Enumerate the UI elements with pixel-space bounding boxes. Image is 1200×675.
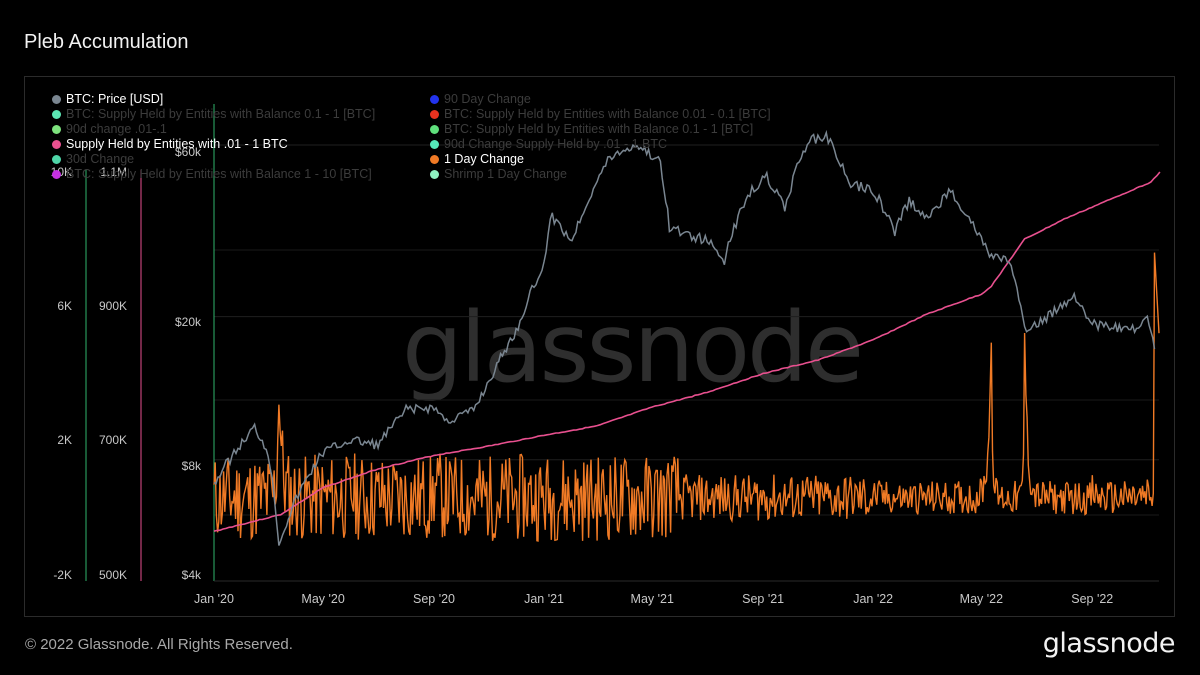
copyright-footer: © 2022 Glassnode. All Rights Reserved.: [25, 636, 293, 653]
supply-tick-label: 700K: [99, 433, 127, 447]
price-tick-label: $4k: [182, 568, 202, 582]
x-tick-label: May '20: [301, 592, 344, 606]
chart-legend: BTC: Price [USD] BTC: Supply Held by Enti…: [52, 92, 812, 184]
legend-swatch: [430, 109, 439, 119]
legend-swatch: [52, 124, 61, 134]
legend-label: 90d Change Supply Held by .01 - 1 BTC: [444, 137, 668, 151]
legend-swatch: [430, 139, 439, 149]
legend-label: BTC: Price [USD]: [66, 92, 164, 106]
x-tick-label: Sep '22: [1071, 592, 1113, 606]
x-tick-label: Jan '21: [524, 592, 564, 606]
legend-label: 1 Day Change: [444, 152, 524, 166]
legend-item[interactable]: BTC: Price [USD]: [52, 92, 163, 106]
price-tick-label: $8k: [182, 459, 202, 473]
change-tick-label: -2K: [53, 568, 72, 582]
x-tick-label: May '21: [631, 592, 674, 606]
legend-item[interactable]: BTC: Supply Held by Entities with Balanc…: [430, 107, 771, 121]
legend-label: BTC: Supply Held by Entities with Balanc…: [444, 107, 771, 121]
x-tick-label: Sep '20: [413, 592, 455, 606]
legend-item[interactable]: 90d change .01-.1: [52, 122, 167, 136]
glassnode-logo: glassnode: [1042, 628, 1176, 659]
legend-item[interactable]: BTC: Supply Held by Entities with Balanc…: [430, 122, 753, 136]
legend-swatch: [430, 124, 439, 134]
legend-label: Supply Held by Entities with .01 - 1 BTC: [66, 137, 288, 151]
chart-frame: [24, 76, 1175, 617]
series-supply-01-1-btc: [213, 171, 1161, 532]
legend-swatch: [52, 139, 61, 149]
legend-label: BTC: Supply Held by Entities with Balanc…: [66, 167, 372, 181]
legend-item[interactable]: 30d Change: [52, 152, 134, 166]
legend-item[interactable]: 90d Change Supply Held by .01 - 1 BTC: [430, 137, 667, 151]
legend-label: 90d change .01-.1: [66, 122, 167, 136]
series-1-day-change: [213, 252, 1160, 542]
supply-tick-label: 500K: [99, 568, 127, 582]
legend-swatch: [52, 109, 61, 119]
legend-item[interactable]: Shrimp 1 Day Change: [430, 167, 567, 181]
legend-swatch: [430, 94, 439, 104]
legend-label: BTC: Supply Held by Entities with Balanc…: [444, 122, 754, 136]
legend-swatch: [52, 94, 61, 104]
chart-title: Pleb Accumulation: [24, 31, 189, 53]
change-tick-label: 2K: [57, 433, 72, 447]
x-tick-label: Jan '20: [194, 592, 234, 606]
legend-item[interactable]: 1 Day Change: [430, 152, 524, 166]
x-tick-label: May '22: [960, 592, 1003, 606]
series-btc-price: [213, 129, 1156, 546]
legend-label: 30d Change: [66, 152, 135, 166]
legend-swatch: [52, 154, 61, 164]
legend-label: Shrimp 1 Day Change: [444, 167, 567, 181]
supply-tick-label: 1.1M: [100, 165, 127, 179]
watermark: glassnode: [402, 292, 864, 404]
legend-swatch: [52, 169, 61, 179]
legend-item[interactable]: BTC: Supply Held by Entities with Balanc…: [52, 107, 375, 121]
legend-item[interactable]: 90 Day Change: [430, 92, 531, 106]
x-tick-label: Sep '21: [742, 592, 784, 606]
supply-tick-label: 900K: [99, 299, 127, 313]
legend-label: 90 Day Change: [444, 92, 531, 106]
legend-label: BTC: Supply Held by Entities with Balanc…: [66, 107, 376, 121]
legend-swatch: [430, 154, 439, 164]
legend-item[interactable]: BTC: Supply Held by Entities with Balanc…: [52, 167, 372, 181]
price-tick-label: $60k: [175, 145, 202, 159]
price-tick-label: $20k: [175, 315, 202, 329]
legend-item[interactable]: Supply Held by Entities with .01 - 1 BTC: [52, 137, 288, 151]
x-tick-label: Jan '22: [853, 592, 893, 606]
legend-swatch: [430, 169, 439, 179]
change-tick-label: 6K: [57, 299, 72, 313]
